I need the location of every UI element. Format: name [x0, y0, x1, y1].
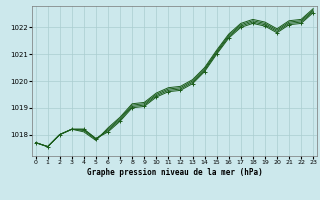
- X-axis label: Graphe pression niveau de la mer (hPa): Graphe pression niveau de la mer (hPa): [86, 168, 262, 177]
